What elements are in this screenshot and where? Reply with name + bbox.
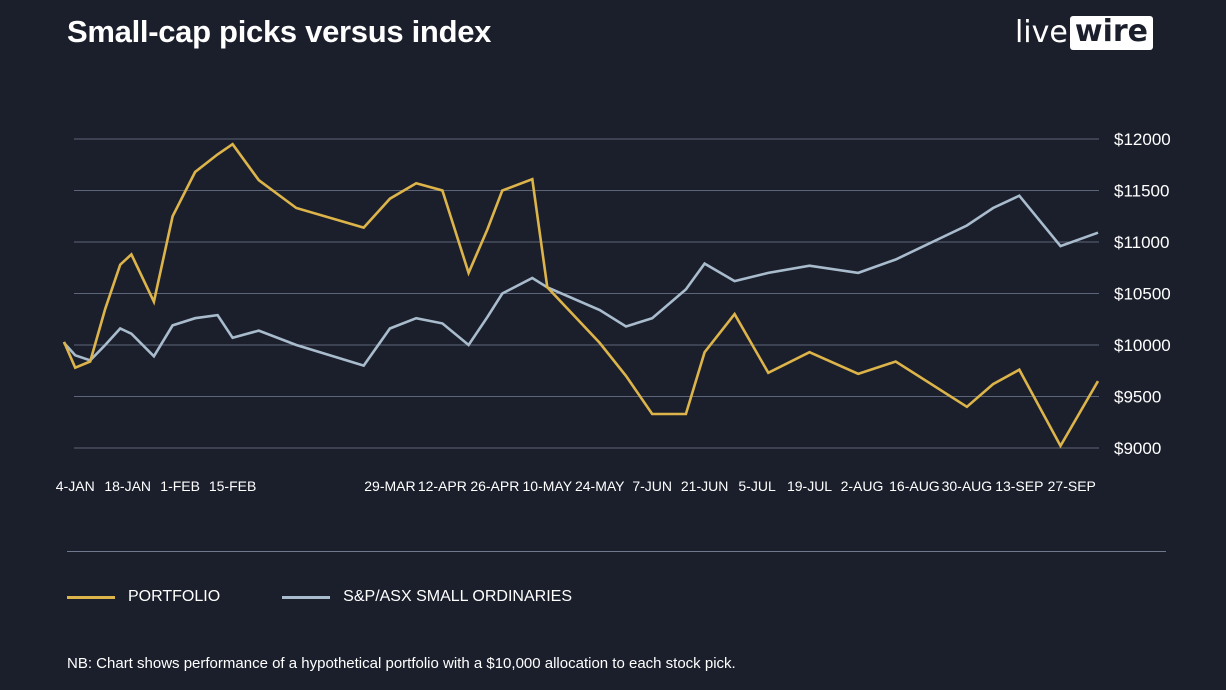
y-tick-label: $12000 xyxy=(1114,130,1171,149)
x-tick-label: 27-SEP xyxy=(1048,478,1096,494)
x-tick-label: 12-APR xyxy=(418,478,467,494)
x-tick-label: 5-JUL xyxy=(738,478,776,494)
x-tick-label: 4-JAN xyxy=(56,478,95,494)
x-tick-label: 18-JAN xyxy=(104,478,151,494)
y-tick-label: $9500 xyxy=(1114,388,1161,407)
y-tick-label: $11500 xyxy=(1114,182,1169,201)
legend-item-portfolio: PORTFOLIO xyxy=(67,588,220,606)
x-tick-label: 15-FEB xyxy=(209,478,256,494)
x-tick-label: 21-JUN xyxy=(681,478,728,494)
line-chart: $9000 $9500 $10000 $10500 $11000 $11500 $12000… xyxy=(56,130,1171,494)
legend-item-index: S&P/ASX SMALL ORDINARIES xyxy=(282,588,572,606)
x-tick-label: 7-JUN xyxy=(632,478,672,494)
legend-divider xyxy=(67,551,1166,552)
x-tick-label: 24-MAY xyxy=(575,478,625,494)
series-line-portfolio xyxy=(62,142,1100,449)
x-tick-label: 26-APR xyxy=(470,478,519,494)
x-tick-label: 16-AUG xyxy=(889,478,940,494)
chart-legend: PORTFOLIO S&P/ASX SMALL ORDINARIES xyxy=(67,588,634,606)
x-tick-label: 19-JUL xyxy=(787,478,832,494)
legend-swatch-index xyxy=(282,595,331,599)
x-tick-label: 2-AUG xyxy=(841,478,884,494)
page-title: Small-cap picks versus index xyxy=(67,14,492,49)
logo-text-live: live xyxy=(1014,15,1068,50)
y-tick-label: $9000 xyxy=(1114,439,1161,458)
x-tick-label: 13-SEP xyxy=(995,478,1043,494)
livewire-logo: live wire xyxy=(1015,16,1153,50)
x-tick-label: 10-MAY xyxy=(523,478,573,494)
footnote: NB: Chart shows performance of a hypothe… xyxy=(67,655,736,672)
legend-swatch-portfolio xyxy=(67,595,115,599)
y-tick-label: $10000 xyxy=(1114,336,1171,355)
x-tick-label: 29-MAR xyxy=(364,478,415,494)
x-tick-label: 1-FEB xyxy=(160,478,200,494)
y-tick-label: $11000 xyxy=(1114,233,1169,252)
series-line-index xyxy=(63,194,1099,368)
logo-text-wire: wire xyxy=(1069,16,1153,50)
x-tick-label: 30-AUG xyxy=(942,478,993,494)
legend-label-index: S&P/ASX SMALL ORDINARIES xyxy=(343,588,572,605)
legend-label-portfolio: PORTFOLIO xyxy=(128,588,221,605)
y-tick-label: $10500 xyxy=(1114,285,1171,304)
